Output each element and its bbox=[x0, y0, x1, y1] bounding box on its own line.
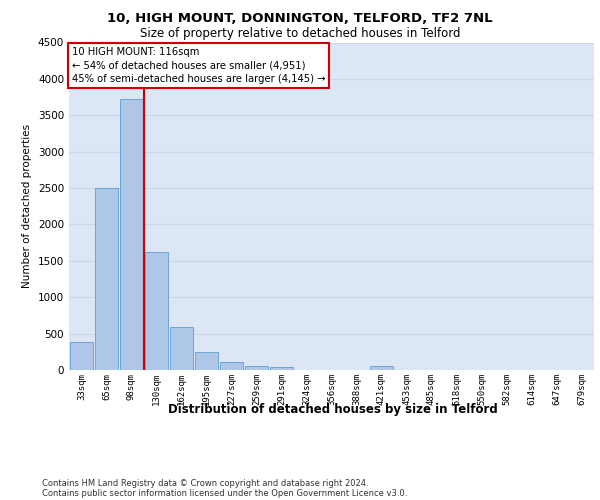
Bar bbox=[370, 366, 394, 370]
Text: Contains HM Land Registry data © Crown copyright and database right 2024.: Contains HM Land Registry data © Crown c… bbox=[42, 478, 368, 488]
Bar bbox=[220, 362, 244, 370]
Bar bbox=[170, 327, 193, 370]
Text: Size of property relative to detached houses in Telford: Size of property relative to detached ho… bbox=[140, 28, 460, 40]
Text: Contains public sector information licensed under the Open Government Licence v3: Contains public sector information licen… bbox=[42, 488, 407, 498]
Text: Distribution of detached houses by size in Telford: Distribution of detached houses by size … bbox=[168, 402, 498, 415]
Bar bbox=[194, 352, 218, 370]
Bar bbox=[145, 252, 169, 370]
Bar bbox=[119, 98, 143, 370]
Y-axis label: Number of detached properties: Number of detached properties bbox=[22, 124, 32, 288]
Bar bbox=[269, 367, 293, 370]
Text: 10 HIGH MOUNT: 116sqm
← 54% of detached houses are smaller (4,951)
45% of semi-d: 10 HIGH MOUNT: 116sqm ← 54% of detached … bbox=[71, 48, 325, 84]
Bar bbox=[245, 366, 268, 370]
Text: 10, HIGH MOUNT, DONNINGTON, TELFORD, TF2 7NL: 10, HIGH MOUNT, DONNINGTON, TELFORD, TF2… bbox=[107, 12, 493, 26]
Bar bbox=[95, 188, 118, 370]
Bar bbox=[70, 342, 94, 370]
